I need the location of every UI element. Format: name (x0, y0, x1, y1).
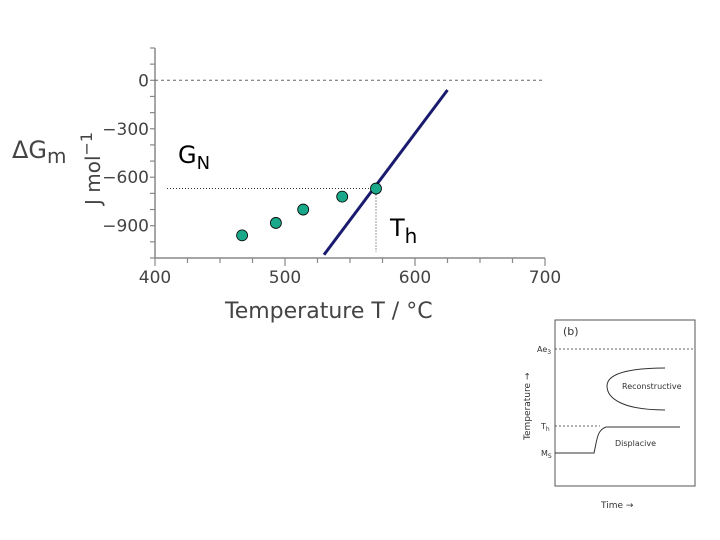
data-point (336, 190, 349, 203)
th-annotation: Th (389, 214, 417, 248)
x-tick-label: 600 (399, 268, 431, 288)
y-tick-labels: 0 −300 −600 −900 (102, 71, 149, 236)
data-points (236, 182, 382, 242)
x-tick-label: 700 (529, 268, 561, 288)
y-tick-label: 0 (138, 71, 149, 91)
data-point (269, 217, 282, 229)
th-label: Th (540, 422, 550, 433)
y-axis-units: J mol−1 (77, 132, 105, 207)
inset-panel-b: (b) Ae3 Th MS Reconstructive Displacive … (523, 319, 696, 511)
x-tick-labels: 400 500 600 700 (139, 268, 561, 288)
y-minor-ticks (150, 47, 155, 259)
y-tick-label: −900 (102, 217, 149, 237)
y-tick-label: −300 (102, 120, 149, 140)
x-axis-label: Temperature T / °C (224, 299, 433, 324)
x-tick-label: 400 (139, 268, 171, 288)
main-chart: 400 500 600 700 0 −300 −600 −900 ΔGm J mol−1 T… (12, 47, 561, 324)
displacive-boundary (555, 426, 680, 454)
data-point (297, 203, 310, 216)
inset-y-label: Temperature → (523, 372, 533, 441)
inset-x-label: Time → (600, 501, 634, 511)
reconstructive-c-curve (606, 367, 666, 411)
inset-frame (554, 319, 696, 487)
displacive-label: Displacive (615, 439, 656, 448)
delta-g-trend-line (322, 89, 449, 256)
gn-annotation: GN (178, 141, 210, 174)
y-tick-label: −600 (102, 168, 149, 188)
ms-label: MS (541, 449, 552, 460)
data-point (236, 229, 249, 242)
x-minor-ticks (154, 258, 546, 266)
y-axis-label: ΔGm (12, 136, 67, 168)
x-tick-label: 500 (269, 268, 301, 288)
inset-panel-label: (b) (563, 325, 579, 338)
data-point (370, 182, 382, 195)
reconstructive-label: Reconstructive (622, 382, 682, 391)
ae3-label: Ae3 (537, 345, 551, 356)
